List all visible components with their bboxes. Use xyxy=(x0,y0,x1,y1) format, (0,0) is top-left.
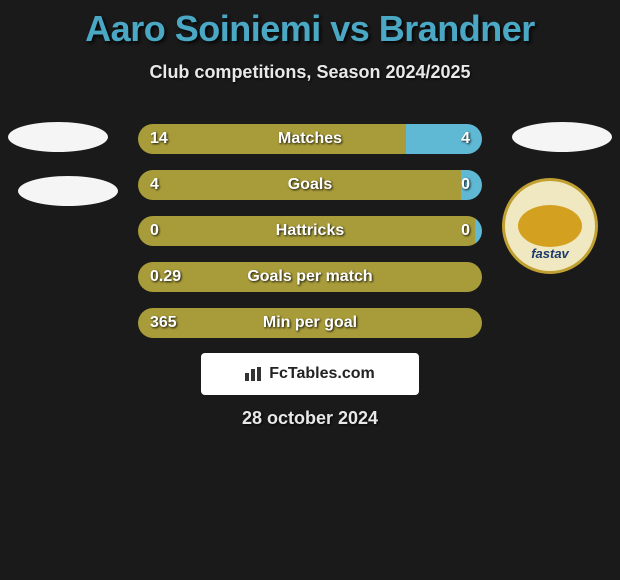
stat-label: Min per goal xyxy=(263,314,357,332)
badge-inner-shape xyxy=(518,205,582,247)
player2-club-logo-1 xyxy=(512,122,612,152)
stat-row: Matches 14 4 xyxy=(138,124,482,154)
bar-segment-player2 xyxy=(475,216,482,246)
bar-segment-player2 xyxy=(406,124,482,154)
fctables-label: FcTables.com xyxy=(269,365,375,383)
date-label: 28 october 2024 xyxy=(242,408,378,429)
player2-club-badge: fastav xyxy=(502,178,598,274)
player1-club-logo-2 xyxy=(18,176,118,206)
stats-bars: Matches 14 4 Goals 4 0 Hattricks 0 0 Goals per ma… xyxy=(138,124,482,354)
stat-value-player1: 365 xyxy=(150,314,177,332)
stat-label: Matches xyxy=(278,130,342,148)
chart-icon xyxy=(245,367,263,381)
stat-value-player1: 4 xyxy=(150,176,159,194)
stat-row: Hattricks 0 0 xyxy=(138,216,482,246)
page-title: Aaro Soiniemi vs Brandner xyxy=(0,0,620,50)
stat-value-player2: 0 xyxy=(461,176,470,194)
player1-club-logo-1 xyxy=(8,122,108,152)
stat-row: Goals 4 0 xyxy=(138,170,482,200)
stat-label: Goals xyxy=(288,176,332,194)
bar-segment-player1 xyxy=(138,124,406,154)
stat-row: Min per goal 365 xyxy=(138,308,482,338)
badge-text: fastav xyxy=(531,246,569,261)
stat-label: Hattricks xyxy=(276,222,344,240)
stat-row: Goals per match 0.29 xyxy=(138,262,482,292)
stat-label: Goals per match xyxy=(247,268,372,286)
subtitle: Club competitions, Season 2024/2025 xyxy=(0,62,620,83)
stat-value-player1: 0.29 xyxy=(150,268,181,286)
stat-value-player2: 0 xyxy=(461,222,470,240)
stat-value-player2: 4 xyxy=(461,130,470,148)
stat-value-player1: 0 xyxy=(150,222,159,240)
stat-value-player1: 14 xyxy=(150,130,168,148)
fctables-watermark: FcTables.com xyxy=(201,353,419,395)
